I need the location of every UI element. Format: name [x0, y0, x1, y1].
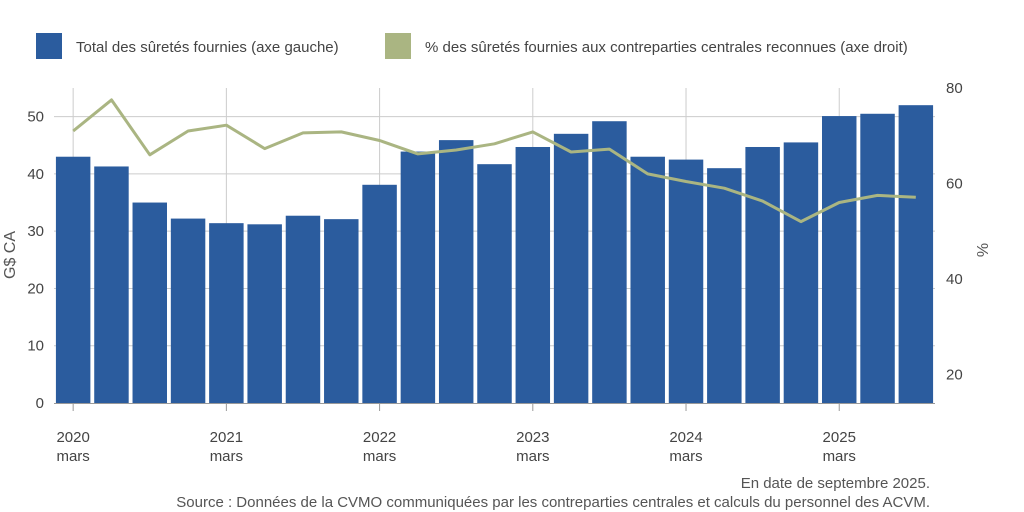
y-left-tick-label: 20 — [27, 280, 44, 297]
legend-swatch-line — [385, 33, 411, 59]
bar-2024-06 — [707, 168, 742, 403]
y-left-tick-label: 10 — [27, 338, 44, 355]
bar-2024-09 — [745, 146, 780, 403]
x-tick-year: 2022 — [363, 429, 396, 446]
x-tick-month: mars — [210, 448, 243, 465]
bar-2022-03 — [362, 184, 397, 403]
bar-2020-06 — [94, 166, 129, 403]
x-tick-month: mars — [363, 448, 396, 465]
y-left-tick-label: 30 — [27, 223, 44, 240]
bar-2023-06 — [553, 133, 589, 403]
bar-2024-03 — [668, 159, 704, 403]
bar-2025-09 — [898, 105, 934, 403]
x-tick-year: 2020 — [56, 429, 89, 446]
x-tick-month: mars — [823, 448, 856, 465]
y-axis-right-title: % — [975, 243, 992, 257]
y-axis-left-title: G$ CA — [2, 231, 19, 279]
bar-2025-03 — [822, 116, 857, 404]
bar-series — [55, 105, 934, 404]
bar-2022-12 — [477, 164, 512, 403]
x-tick-year: 2025 — [823, 429, 856, 446]
bar-2021-03 — [209, 223, 244, 403]
bar-2022-09 — [438, 140, 474, 404]
y-left-tick-label: 0 — [36, 395, 44, 412]
y-right-tick-label: 80 — [946, 80, 963, 97]
y-right-tick-label: 20 — [946, 366, 963, 383]
y-right-tick-label: 40 — [946, 271, 963, 288]
x-axis-ticks: 2020 mars 2021 mars 2022 mars 2023 mars 2024 mars… — [56, 403, 856, 465]
legend-label-bars: Total des sûretés fournies (axe gauche) — [76, 39, 339, 56]
bar-2020-03 — [55, 156, 91, 403]
x-tick-month: mars — [516, 448, 549, 465]
bar-2020-09 — [132, 202, 167, 403]
x-tick-month: mars — [56, 448, 89, 465]
bar-2021-06 — [247, 224, 282, 403]
bar-2023-03 — [515, 146, 551, 403]
x-tick-year: 2024 — [669, 429, 702, 446]
y-right-tick-label: 60 — [946, 175, 963, 192]
x-tick-year: 2023 — [516, 429, 549, 446]
footnote-source: Source : Données de la CVMO communiquées… — [176, 494, 930, 511]
footnote-date: En date de septembre 2025. — [741, 475, 930, 492]
bar-2021-09 — [285, 215, 321, 403]
y-axis-left: 0 10 20 30 40 50 — [27, 109, 44, 412]
legend-swatch-bars — [36, 33, 62, 59]
bar-2025-06 — [860, 113, 895, 403]
bar-2023-12 — [630, 156, 665, 403]
bar-2024-12 — [783, 142, 819, 403]
y-axis-right: 20 40 60 80 — [946, 80, 963, 383]
bar-2022-06 — [400, 151, 436, 403]
x-tick-year: 2021 — [210, 429, 243, 446]
bar-2021-12 — [324, 219, 359, 403]
y-left-tick-label: 40 — [27, 166, 44, 183]
y-left-tick-label: 50 — [27, 109, 44, 126]
bar-2023-09 — [592, 121, 627, 403]
legend: Total des sûretés fournies (axe gauche) … — [36, 33, 908, 59]
bar-2020-12 — [170, 218, 206, 403]
x-tick-month: mars — [669, 448, 702, 465]
legend-label-line: % des sûretés fournies aux contreparties… — [425, 39, 908, 56]
line-series — [72, 98, 916, 224]
